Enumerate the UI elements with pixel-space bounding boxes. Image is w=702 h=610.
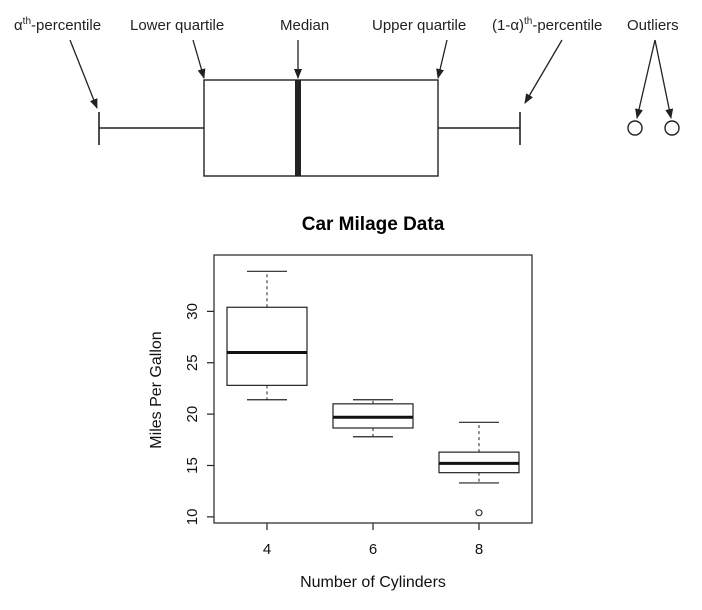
diagram-outlier-1 bbox=[627, 120, 643, 136]
diagram-outlier-2 bbox=[664, 120, 680, 136]
arrow-one-minus-alpha-percentile bbox=[524, 39, 563, 104]
outliers-label: Outliers bbox=[627, 17, 679, 34]
y-tick-label-20: 20 bbox=[184, 406, 201, 423]
iqr-box-4 bbox=[226, 306, 308, 386]
diagram-median-bar bbox=[295, 80, 301, 176]
y-tick-label-30: 30 bbox=[184, 303, 201, 320]
x-tick-label-6: 6 bbox=[369, 541, 377, 558]
x-tick-label-8: 8 bbox=[475, 541, 483, 558]
x-tick-label-4: 4 bbox=[263, 541, 271, 558]
y-tick-label-25: 25 bbox=[184, 354, 201, 371]
diagram-box bbox=[203, 79, 439, 177]
boxes bbox=[226, 270, 520, 517]
arrow-outlier-1 bbox=[635, 39, 656, 119]
upper-quartile-label: Upper quartile bbox=[372, 17, 466, 34]
x-axis: 4 6 8 bbox=[263, 523, 483, 558]
outlier-8-0 bbox=[475, 509, 483, 517]
boxplot-anatomy-diagram: αth-percentile Lower quartile Median Upp… bbox=[14, 16, 680, 177]
car-milage-chart: Car Milage Data 10 15 20 25 30 4 6 8 Miles Per… bbox=[148, 214, 533, 591]
one-minus-alpha-percentile-label: (1-α)th-percentile bbox=[492, 16, 602, 34]
box-6 bbox=[332, 399, 414, 438]
y-tick-label-15: 15 bbox=[184, 457, 201, 474]
y-tick-label-10: 10 bbox=[184, 509, 201, 526]
y-axis-label: Miles Per Gallon bbox=[148, 331, 165, 448]
arrow-outlier-2 bbox=[654, 39, 674, 119]
arrow-upper-quartile bbox=[436, 39, 448, 79]
box-8 bbox=[438, 421, 520, 517]
box-4 bbox=[226, 270, 308, 401]
y-axis: 10 15 20 25 30 bbox=[184, 303, 214, 525]
median-label: Median bbox=[280, 17, 329, 34]
chart-title: Car Milage Data bbox=[302, 214, 445, 235]
alpha-percentile-label: αth-percentile bbox=[14, 16, 101, 34]
arrow-lower-quartile bbox=[192, 39, 206, 79]
arrow-alpha-percentile bbox=[69, 39, 98, 109]
lower-quartile-label: Lower quartile bbox=[130, 17, 224, 34]
x-axis-label: Number of Cylinders bbox=[300, 574, 446, 591]
